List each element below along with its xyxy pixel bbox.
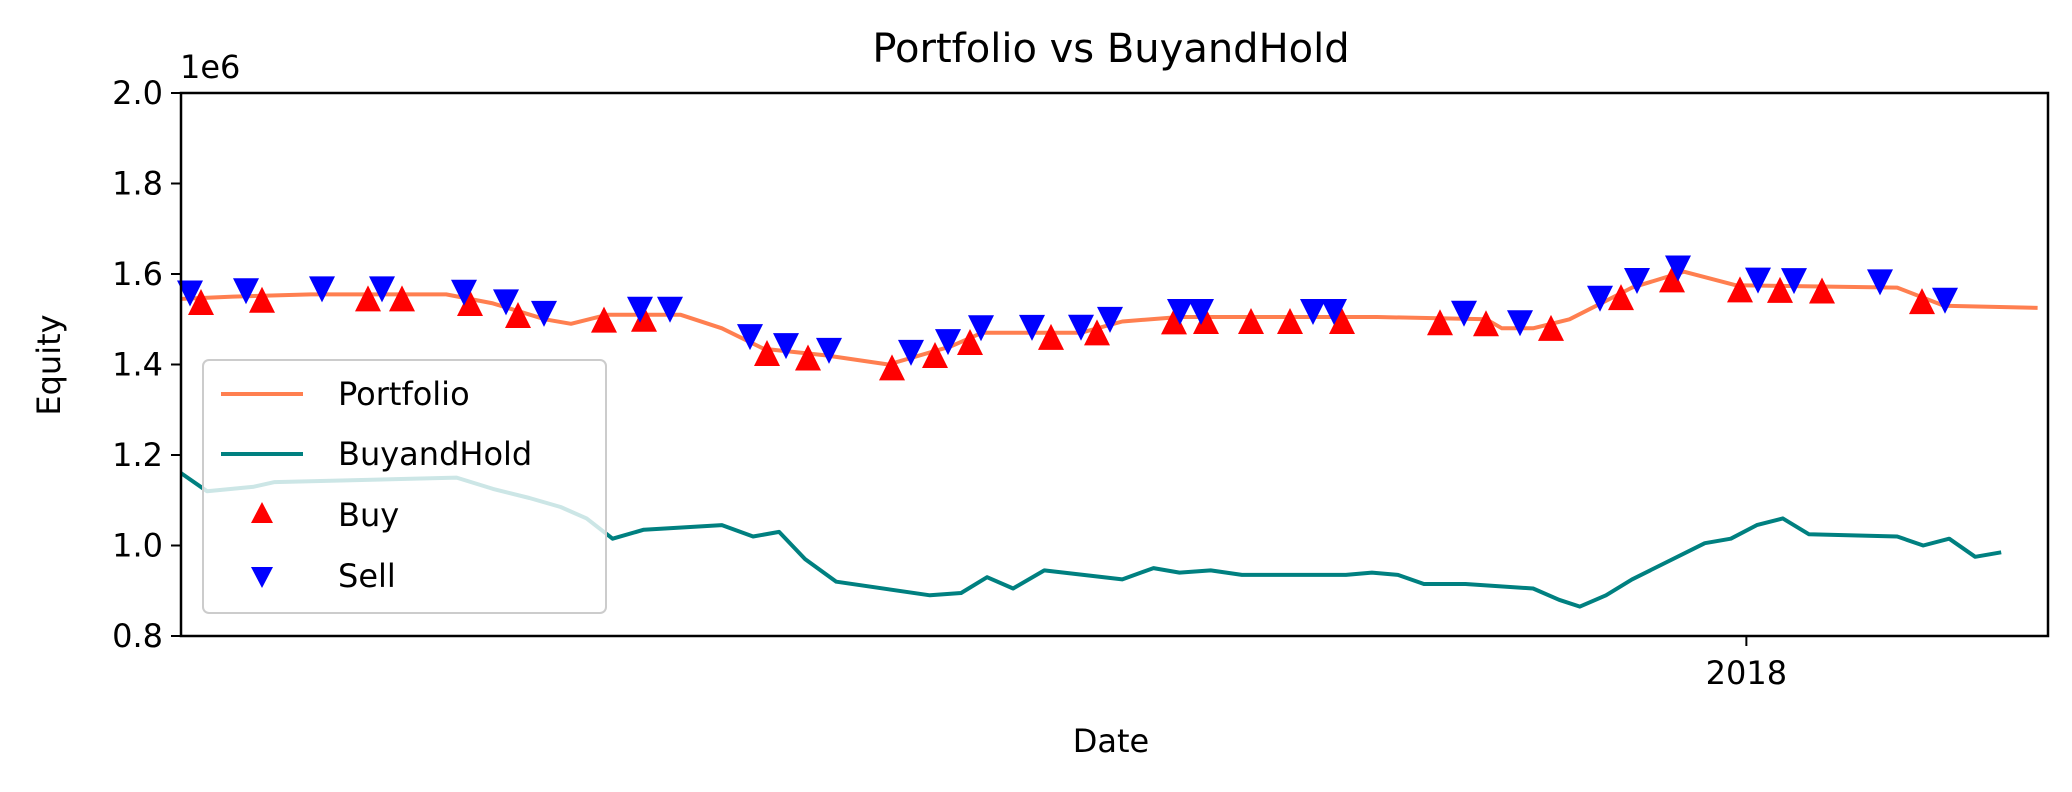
sell-marker — [968, 315, 994, 342]
buy-marker — [457, 289, 483, 316]
sell-marker — [1587, 285, 1613, 312]
buy-marker — [591, 306, 617, 333]
buy-marker — [631, 305, 657, 332]
buy-marker — [1809, 277, 1835, 304]
buy-marker — [795, 344, 821, 371]
buy-marker — [1659, 266, 1685, 293]
sell-marker — [531, 300, 557, 327]
buy-marker — [1608, 284, 1634, 311]
y-tick-label: 1.2 — [112, 436, 163, 474]
x-axis-label: Date — [1073, 722, 1149, 760]
sell-marker — [657, 296, 683, 323]
y-axis-label: Equity — [30, 314, 68, 415]
buy-marker — [1084, 319, 1110, 346]
legend-sell-label: Sell — [338, 557, 396, 595]
chart-title: Portfolio vs BuyandHold — [872, 26, 1349, 72]
sell-marker — [1300, 298, 1326, 325]
sell-marker — [309, 276, 335, 303]
sell-marker — [737, 324, 763, 351]
sell-marker — [1867, 269, 1893, 296]
sell-marker — [1019, 314, 1045, 341]
sell-marker — [627, 296, 653, 323]
buy-marker — [1238, 307, 1264, 334]
sell-marker — [1665, 255, 1691, 282]
sell-marker — [1321, 298, 1347, 325]
buy-marker — [1277, 307, 1303, 334]
buy-marker — [1909, 288, 1935, 315]
buy-marker — [1161, 308, 1187, 335]
sell-marker — [1781, 268, 1807, 295]
legend-box — [202, 359, 607, 614]
y-tick-label: 1.6 — [112, 255, 163, 293]
sell-marker — [177, 280, 203, 307]
y-tick-label: 2.0 — [112, 74, 163, 112]
x-axis: 2018 — [1706, 636, 1787, 692]
legend-sell-marker — [251, 567, 273, 588]
buy-marker — [1538, 314, 1564, 341]
buy-marker — [355, 285, 381, 312]
sell-marker — [1188, 298, 1214, 325]
buy-marker — [188, 289, 214, 316]
buy-marker — [754, 340, 780, 367]
sell-marker — [898, 339, 924, 366]
buy-marker — [249, 286, 275, 313]
legend: Portfolio BuyandHold Buy Sell — [202, 359, 607, 614]
sell-marker — [1068, 314, 1094, 341]
buy-marker — [957, 328, 983, 355]
buy-marker — [1427, 309, 1453, 336]
sell-marker — [451, 279, 477, 306]
y-axis: 0.8 1.0 1.2 1.4 1.6 1.8 2.0 — [112, 74, 181, 655]
x-tick-label: 2018 — [1706, 654, 1787, 692]
legend-buy-marker — [251, 502, 273, 523]
sell-marker — [493, 289, 519, 316]
y-offset-text: 1e6 — [180, 48, 240, 86]
legend-portfolio-label: Portfolio — [338, 375, 470, 413]
buy-marker — [922, 341, 948, 368]
buy-marker — [1038, 323, 1064, 350]
sell-marker — [816, 337, 842, 364]
legend-buy-label: Buy — [338, 496, 399, 534]
buy-marker — [1767, 276, 1793, 303]
buy-marker — [1193, 307, 1219, 334]
buy-marker — [505, 302, 531, 329]
sell-marker — [369, 276, 395, 303]
sell-marker — [1507, 310, 1533, 337]
buy-marker — [1473, 310, 1499, 337]
buy-marker — [389, 285, 415, 312]
sell-marker — [1745, 267, 1771, 294]
y-tick-label: 1.4 — [112, 346, 163, 384]
sell-marker — [1624, 268, 1650, 295]
buy-marker — [1329, 307, 1355, 334]
y-tick-label: 1.8 — [112, 165, 163, 203]
sell-marker — [233, 278, 259, 305]
sell-marker — [1451, 300, 1477, 327]
sell-marker — [1932, 287, 1958, 314]
legend-buyandhold-label: BuyandHold — [338, 435, 532, 473]
sell-marker — [773, 333, 799, 360]
buy-marker — [879, 354, 905, 381]
sell-marker — [935, 329, 961, 356]
buy-marker — [1727, 276, 1753, 303]
y-tick-label: 1.0 — [112, 527, 163, 565]
sell-marker — [1167, 298, 1193, 325]
y-tick-label: 0.8 — [112, 617, 163, 655]
sell-marker — [1097, 306, 1123, 333]
